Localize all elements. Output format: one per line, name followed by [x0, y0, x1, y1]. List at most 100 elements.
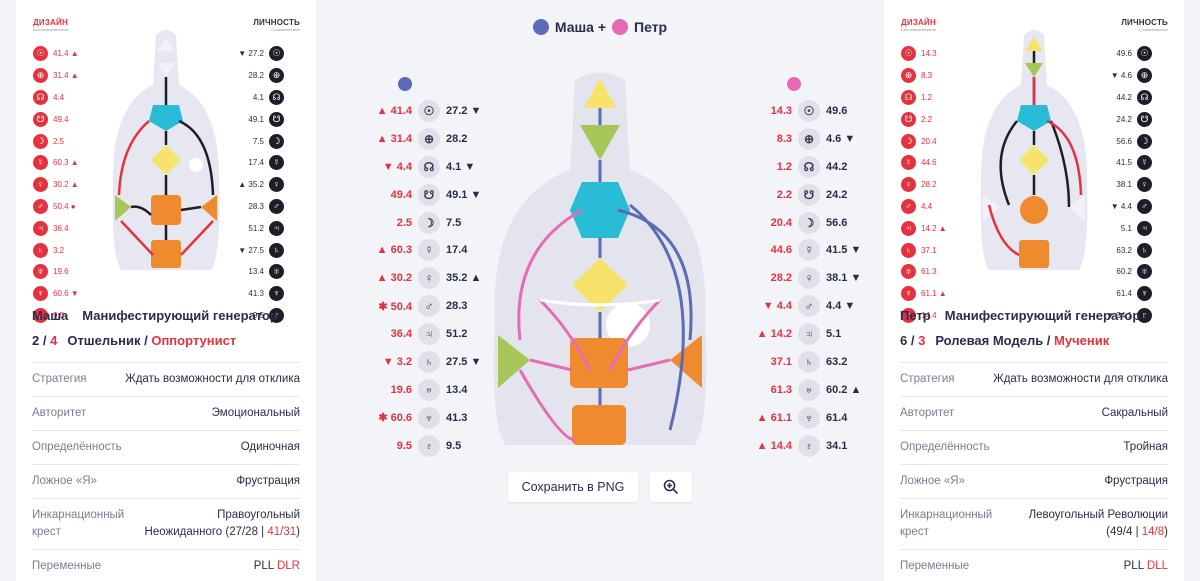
design-row: ☊ 4.4	[33, 87, 103, 109]
design-value: 60.6 ▼	[53, 289, 79, 299]
personality-value: 7.5	[446, 216, 462, 229]
design-row: ♄ 3.2	[33, 239, 103, 261]
property-value: Сакральный	[1101, 407, 1168, 419]
personality-value: 7.5	[252, 136, 264, 146]
design-value: 41.4 ▲	[53, 49, 79, 59]
composite-bodygraph	[493, 72, 707, 445]
personality-value: 49.1 ▼	[446, 188, 482, 201]
design-value: 2.2	[921, 114, 933, 124]
personality-row: 9.5 ♇	[228, 305, 298, 327]
activation-row: 36.4 ♃ 51.2	[364, 320, 494, 348]
personality-value: 17.4	[446, 244, 468, 257]
personality-value: 27.2 ▼	[446, 104, 482, 117]
planet-icon: ♅	[901, 264, 916, 280]
planet-icon: ♂	[901, 198, 916, 214]
property-key: Стратегия	[32, 373, 87, 385]
design-row: ☿ 44.6	[901, 152, 971, 174]
personality-value: 9.5	[252, 310, 264, 320]
planet-icon: ☊	[798, 155, 820, 178]
personality-value: 41.5 ▼	[826, 244, 862, 257]
property-key: Стратегия	[900, 373, 955, 385]
planet-icon: ♄	[901, 242, 916, 258]
design-value: 50.4 ●	[53, 201, 76, 211]
design-value: 28.2	[770, 272, 792, 285]
property-key: Определённость	[900, 441, 990, 453]
design-value: 2.5	[396, 216, 412, 229]
planet-icon: ♇	[269, 307, 284, 323]
activation-row: 14.3 ☉ 49.6	[744, 97, 874, 125]
planet-icon: ♆	[418, 406, 440, 429]
personality-value: ▼ 34.1	[1106, 310, 1132, 320]
personality-row: 5.1 ♃	[1096, 217, 1166, 239]
design-row: ☽ 2.5	[33, 130, 103, 152]
zoom-in-button[interactable]	[650, 472, 692, 502]
hd-type: Манифестирующий генератор	[82, 308, 278, 323]
personality-row: ▼ 27.2 ☉	[228, 43, 298, 65]
design-row: ☊ 1.2	[901, 87, 971, 109]
personality-value: 44.2	[1116, 92, 1132, 102]
activation-row: 2.2 ☋ 24.2	[744, 181, 874, 209]
design-row: ☉ 14.3	[901, 43, 971, 65]
planet-icon: ♃	[1137, 220, 1152, 236]
planet-icon: ♇	[33, 307, 48, 323]
personality-value: 56.6	[1116, 136, 1132, 146]
planet-icon: ♃	[901, 220, 916, 236]
masha-column-dot-icon	[398, 77, 412, 91]
activation-row: ✱ 50.4 ♂ 28.3	[364, 292, 494, 320]
design-value: 4.4	[921, 201, 933, 211]
design-row: ☉ 41.4 ▲	[33, 43, 103, 65]
personality-value: 28.2	[248, 71, 264, 81]
property-value: Фрустрация	[236, 475, 300, 487]
personality-value: 28.2	[446, 132, 468, 145]
activation-row: 19.6 ♅ 13.4	[364, 376, 494, 404]
personality-value: 49.1	[248, 114, 264, 124]
property-key: Определённость	[32, 441, 122, 453]
personality-value: 61.4	[826, 411, 848, 424]
planet-icon: ☽	[418, 211, 440, 234]
design-row: ♂ 50.4 ●	[33, 196, 103, 218]
personality-row: 60.2 ♅	[1096, 261, 1166, 283]
personality-row: ▲ 35.2 ♀	[228, 174, 298, 196]
personality-value: ▼ 27.5	[238, 245, 264, 255]
personality-row: 49.6 ☉	[1096, 43, 1166, 65]
chart-card-masha: ДИЗАЙН Бессознательное ЛИЧНОСТЬ Сознательн…	[16, 0, 316, 581]
personality-value: 24.2	[1116, 114, 1132, 124]
personality-header: ЛИЧНОСТЬ Сознательное	[1121, 18, 1168, 32]
planet-icon: ♅	[269, 264, 284, 280]
design-value: 1.2	[776, 160, 792, 173]
design-row: ☋ 49.4	[33, 108, 103, 130]
design-value: 19.6	[390, 383, 412, 396]
design-row: ♂ 4.4	[901, 196, 971, 218]
personality-row: 56.6 ☽	[1096, 130, 1166, 152]
design-row: ⊕ 8.3	[901, 65, 971, 87]
personality-value: 49.6	[1116, 49, 1132, 59]
personality-value: 4.1	[252, 92, 264, 102]
planet-icon: ♄	[33, 242, 48, 258]
planet-icon: ☽	[1137, 133, 1152, 149]
planet-icon: ☿	[418, 239, 440, 262]
planet-icon: ♂	[1137, 198, 1152, 214]
design-value: 30.2 ▲	[53, 180, 79, 190]
design-value: 8.3	[921, 71, 933, 81]
activation-row: 49.4 ☋ 49.1 ▼	[364, 181, 494, 209]
planet-icon: ♅	[33, 264, 48, 280]
planet-icon: ☊	[33, 89, 48, 105]
planet-icon: ♄	[418, 350, 440, 373]
activation-row: 44.6 ☿ 41.5 ▼	[744, 236, 874, 264]
personality-row: 38.1 ♀	[1096, 174, 1166, 196]
personality-row: 28.3 ♂	[228, 196, 298, 218]
planet-icon: ♇	[1137, 307, 1152, 323]
design-value: ▲ 31.4	[376, 132, 412, 145]
save-png-button[interactable]: Сохранить в PNG	[508, 472, 638, 502]
planet-icon: ☉	[269, 46, 284, 62]
bodygraph	[980, 30, 1088, 270]
activation-row: ▼ 4.4 ♂ 4.4 ▼	[744, 292, 874, 320]
planet-icon: ♀	[1137, 177, 1152, 193]
personality-value: 44.2	[826, 160, 848, 173]
planet-icon: ♇	[901, 307, 916, 323]
design-row: ♆ 61.1 ▲	[901, 283, 971, 305]
personality-value: 17.4	[248, 158, 264, 168]
activation-row: 1.2 ☊ 44.2	[744, 153, 874, 181]
cross-row: Инкарнационный крест Левоугольный Революци…	[900, 499, 1168, 550]
personality-row: 24.2 ☋	[1096, 108, 1166, 130]
